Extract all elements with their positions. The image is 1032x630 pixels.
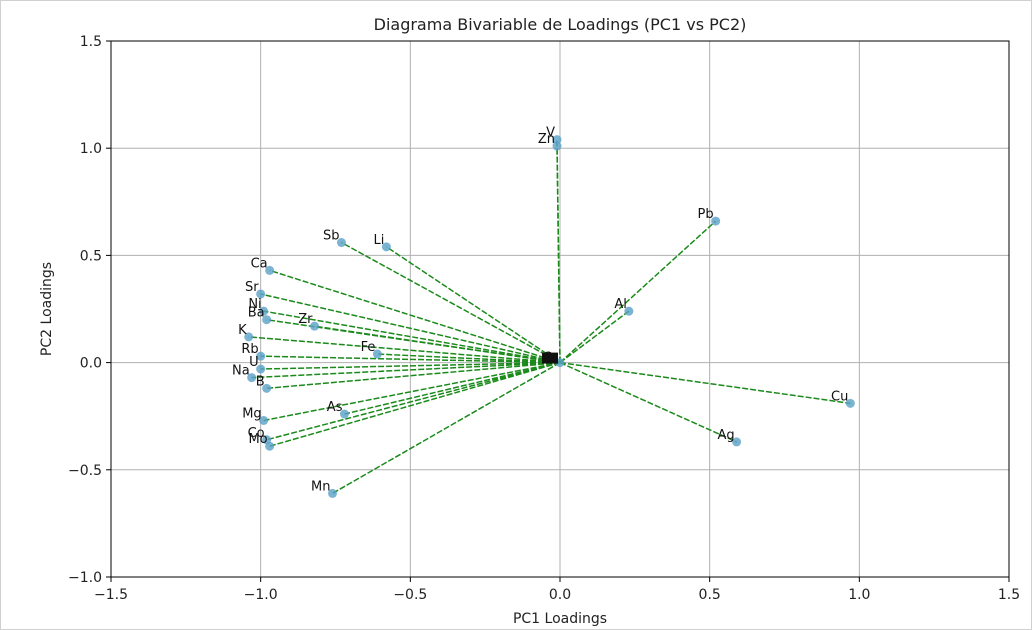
point-label-ba: Ba [248, 306, 265, 321]
y-tick-label: −0.5 [68, 463, 102, 479]
loading-point-ni [259, 306, 269, 316]
loading-vector-pb [559, 220, 717, 364]
vector-layer [248, 139, 851, 495]
loading-vector-mg [263, 361, 561, 422]
loading-point-as [339, 409, 349, 419]
loading-point-mn [328, 488, 338, 498]
loading-point-b [262, 383, 272, 393]
point-label-ni: Ni [248, 297, 261, 312]
point-label-cu: Cu [831, 389, 848, 404]
loading-vector-cu [559, 361, 851, 405]
point-label-sb: Sb [323, 229, 340, 244]
y-tick-label: 0.5 [80, 248, 102, 264]
loading-vector-zn [556, 146, 561, 363]
point-label-rb: Rb [241, 342, 258, 357]
loading-point-ca [265, 265, 275, 275]
loading-point-zr [310, 321, 320, 331]
loading-vector-zr [314, 325, 561, 364]
loading-vector-ag [559, 361, 737, 443]
x-axis-label: PC1 Loadings [513, 611, 607, 627]
loading-point-fe [372, 349, 382, 359]
loading-point-u [256, 364, 266, 374]
point-label-pb: Pb [698, 207, 714, 222]
loading-vector-ca [269, 269, 561, 364]
y-axis-label: PC2 Loadings [39, 262, 55, 356]
loading-vector-co [266, 361, 561, 441]
loading-point-ag [732, 437, 742, 447]
x-tick-label: −1.0 [244, 587, 278, 603]
point-label-sr: Sr [245, 280, 259, 295]
loading-point-cu [845, 398, 855, 408]
point-label-as: As [327, 400, 343, 415]
loading-vector-li [385, 246, 561, 364]
point-label-mn: Mn [311, 479, 330, 494]
loading-vector-rb [260, 355, 561, 364]
loading-vector-mo [269, 361, 561, 447]
loading-point-rb [256, 351, 266, 361]
loading-point-ba [262, 315, 272, 325]
loading-vector-mn [332, 361, 561, 495]
loading-vector-al [559, 310, 630, 364]
loading-point-zn [552, 141, 562, 151]
point-label-mo: Mo [248, 432, 267, 447]
x-tick-label: −0.5 [393, 587, 427, 603]
loading-point-al [624, 306, 634, 316]
loading-point-pb [711, 216, 721, 226]
point-label-al: Al [614, 297, 627, 312]
point-label-li: Li [374, 233, 385, 248]
x-tick-label: 0.5 [699, 587, 721, 603]
y-tick-label: −1.0 [68, 570, 102, 586]
loading-point-mg [259, 415, 269, 425]
loading-point-k [244, 332, 254, 342]
point-label-u: U [249, 355, 259, 370]
point-label-co: Co [248, 426, 265, 441]
point-label-b: B [256, 374, 265, 389]
loading-vector-as [344, 361, 561, 415]
loading-vector-k [248, 336, 561, 364]
point-label-k: K [238, 323, 247, 338]
loading-point-na [247, 373, 257, 383]
loading-point-mo [265, 441, 275, 451]
loading-vector-fe [377, 353, 561, 364]
x-tick-label: 0.0 [549, 587, 571, 603]
point-label-zr: Zr [298, 312, 313, 327]
point-label-fe: Fe [361, 340, 376, 355]
x-tick-label: 1.5 [998, 587, 1020, 603]
y-tick-label: 0.0 [80, 356, 102, 372]
y-tick-label: 1.0 [80, 141, 102, 157]
y-tick-label: 1.5 [80, 34, 102, 50]
loading-vector-b [266, 361, 561, 390]
point-label-mg: Mg [242, 406, 261, 421]
loading-vector-na [251, 361, 561, 379]
loading-point-sr [256, 289, 266, 299]
origin-label-cluster [542, 352, 558, 364]
point-label-ag: Ag [717, 428, 734, 443]
x-tick-label: −1.5 [94, 587, 128, 603]
point-label-na: Na [232, 364, 250, 379]
loading-point-li [381, 242, 391, 252]
point-label-ca: Ca [251, 256, 268, 271]
point-layer [244, 135, 855, 498]
loading-vector-sr [260, 293, 561, 364]
x-tick-label: 1.0 [848, 587, 870, 603]
tick-layer: −1.5 −1.0 −0.5 0.0 0.5 1.0 1.5−1.0−0.50.00.51.… [68, 34, 1020, 603]
loading-vector-ni [263, 310, 561, 364]
chart-title: Diagrama Bivariable de Loadings (PC1 vs … [374, 15, 747, 34]
loading-vector-sb [341, 241, 561, 364]
point-label-v: V [546, 126, 555, 141]
loading-vector-u [260, 361, 561, 370]
origin-label: Cr [543, 351, 558, 366]
loading-point-sb [336, 238, 346, 248]
point-label-zn: Zn [538, 132, 555, 147]
loading-point-v [552, 135, 562, 145]
